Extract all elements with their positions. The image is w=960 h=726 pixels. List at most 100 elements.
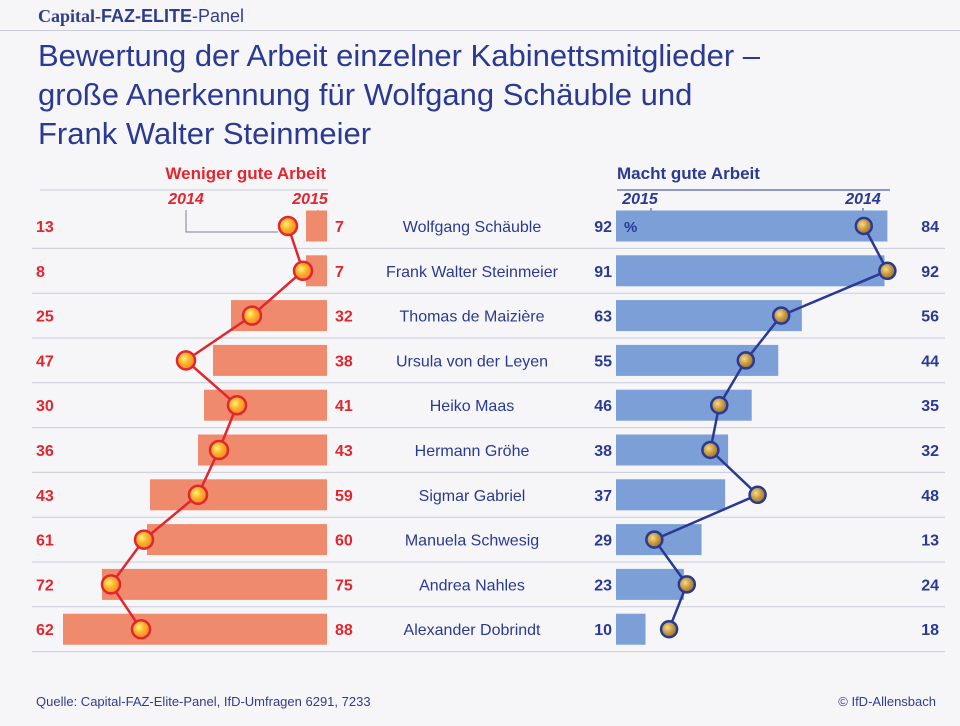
left-line-2014 [109, 225, 305, 630]
left-value-2015: 88 [335, 622, 353, 639]
title-line-3: Frank Walter Steinmeier [38, 116, 372, 151]
left-value-2015: 41 [335, 398, 353, 415]
left-bar-2015 [306, 255, 327, 287]
left-value-2015: 60 [335, 533, 353, 550]
page-title: Bewertung der Arbeit einzelner Kabinetts… [38, 36, 948, 153]
left-bar-2015 [63, 613, 327, 645]
right-marker-2014 [771, 306, 791, 325]
right-value-2015: 23 [594, 577, 612, 594]
right-value-2014: 56 [921, 309, 939, 326]
title-line-1: Bewertung der Arbeit einzelner Kabinetts… [38, 38, 761, 73]
right-bar-2015 [616, 389, 752, 421]
right-value-2015: 29 [594, 533, 612, 550]
left-value-2015: 7 [335, 219, 344, 236]
right-bar-2015 [616, 210, 888, 242]
right-marker-2014 [677, 575, 697, 594]
left-bar-2015 [213, 344, 327, 376]
category-label: Heiko Maas [430, 398, 514, 415]
left-value-2014: 36 [36, 443, 54, 460]
right-year-label-2014: 2014 [844, 191, 881, 208]
header-divider [0, 30, 960, 31]
left-marker-2014 [292, 260, 314, 282]
category-label: Thomas de Maizière [400, 309, 545, 326]
left-value-2014: 13 [36, 219, 54, 236]
right-marker-2014 [878, 261, 897, 281]
right-line-2014 [653, 225, 889, 630]
left-value-2015: 43 [335, 443, 353, 460]
right-value-2014: 13 [921, 533, 939, 550]
left-value-2015: 75 [335, 577, 353, 594]
category-label: Ursula von der Leyen [396, 353, 548, 370]
right-value-2015: 37 [594, 488, 612, 505]
title-line-2: große Anerkennung für Wolfgang Schäuble … [38, 77, 693, 112]
right-bar-2015 [616, 613, 646, 645]
left-value-2014: 25 [36, 309, 54, 326]
right-panel-title: Macht gute Arbeit [617, 164, 760, 183]
right-value-2015: 63 [594, 309, 612, 326]
left-value-2015: 32 [335, 309, 353, 326]
left-value-2014: 43 [36, 488, 54, 505]
right-value-2014: 48 [921, 488, 939, 505]
right-value-2015: 38 [594, 443, 612, 460]
right-marker-2014 [701, 440, 720, 460]
right-bar-2015 [616, 300, 802, 332]
category-label: Alexander Dobrindt [404, 622, 542, 639]
left-value-2015: 59 [335, 488, 353, 505]
left-marker-2014 [175, 350, 197, 371]
category-label: Manuela Schwesig [405, 533, 539, 550]
left-value-2014: 30 [36, 398, 54, 415]
left-bar-2015 [150, 479, 327, 511]
right-bar-2015 [616, 255, 885, 287]
right-marker-2014 [659, 619, 679, 639]
category-label: Frank Walter Steinmeier [386, 264, 559, 281]
right-value-2015: 92 [594, 219, 612, 236]
right-marker-2014 [710, 395, 729, 415]
category-label: Sigmar Gabriel [419, 488, 526, 505]
left-marker-2014 [208, 439, 230, 461]
right-value-2014: 24 [921, 577, 939, 594]
left-year-label-2015: 2015 [291, 191, 329, 208]
left-value-2014: 61 [36, 533, 54, 550]
right-value-2014: 32 [921, 443, 939, 460]
right-value-2015: 10 [594, 622, 612, 639]
left-value-2014: 47 [36, 353, 54, 370]
cabinet-rating-chart: Weniger gute Arbeit Macht gute Arbeit 2014… [32, 164, 945, 653]
left-marker-2014 [100, 574, 122, 595]
left-marker-2014 [130, 618, 152, 640]
left-panel-title: Weniger gute Arbeit [165, 164, 326, 183]
right-value-2014: 44 [921, 353, 939, 370]
brand-logo: Capital-FAZ-ELITE-Panel [38, 6, 245, 26]
left-bar-2015 [306, 210, 327, 242]
right-marker-2014 [645, 530, 664, 549]
right-value-2015: 91 [594, 264, 612, 281]
left-marker-2014 [277, 215, 299, 237]
left-bar-2015 [147, 524, 327, 556]
left-value-2014: 62 [36, 622, 54, 639]
category-label: Andrea Nahles [419, 577, 525, 594]
right-value-2014: 92 [921, 264, 939, 281]
left-legend-bracket-2014 [185, 210, 278, 233]
left-marker-2014 [241, 305, 263, 326]
right-value-2014: 18 [921, 622, 939, 639]
right-bar-2015 [616, 568, 684, 600]
left-marker-2014 [133, 529, 155, 550]
right-value-2015: 55 [594, 353, 612, 370]
left-value-2014: 72 [36, 577, 54, 594]
right-marker-2014 [736, 351, 756, 370]
right-value-2014: 84 [921, 219, 939, 236]
right-value-2015: 46 [594, 398, 612, 415]
left-year-label-2014: 2014 [167, 191, 204, 208]
left-value-2015: 7 [335, 264, 344, 281]
right-value-2014: 35 [921, 398, 939, 415]
right-bar-2015 [616, 479, 726, 511]
left-value-2014: 8 [36, 264, 45, 281]
left-value-2015: 38 [335, 353, 353, 370]
left-bar-2015 [102, 568, 327, 600]
left-marker-2014 [187, 484, 209, 506]
copyright-note: © IfD-Allensbach [838, 694, 936, 709]
right-marker-2014 [748, 485, 767, 505]
right-year-label-2015: 2015 [621, 191, 659, 208]
left-marker-2014 [226, 394, 248, 416]
category-label: Hermann Gröhe [415, 443, 530, 460]
left-bar-2015 [204, 389, 327, 421]
